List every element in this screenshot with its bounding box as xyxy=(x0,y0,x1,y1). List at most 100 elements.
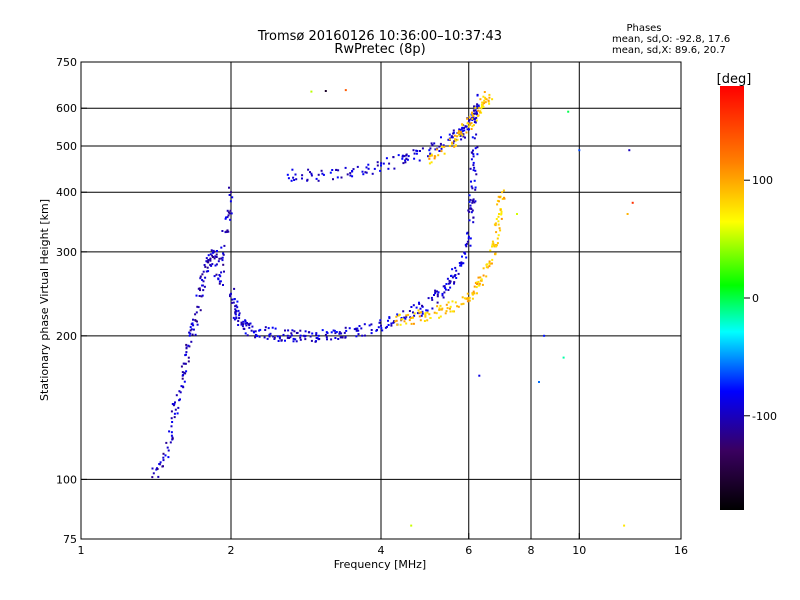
scatter-echo xyxy=(402,162,405,165)
scatter-echo xyxy=(268,335,271,338)
scatter-echo xyxy=(418,159,421,162)
colorbar-tick-label: 100 xyxy=(752,174,773,187)
scatter-echo xyxy=(209,259,212,262)
scatter-echo xyxy=(346,173,349,176)
data-point xyxy=(250,329,253,332)
data-point xyxy=(498,213,500,215)
scatter-echo xyxy=(461,124,464,127)
stats-header: Phases xyxy=(626,23,661,34)
scatter-echo xyxy=(384,326,387,329)
scatter-echo xyxy=(424,312,427,315)
scatter-echo xyxy=(465,297,468,300)
scatter-echo xyxy=(185,343,188,346)
scatter-echo xyxy=(195,294,198,297)
scatter-echo xyxy=(200,295,203,298)
scatter-echo xyxy=(258,329,261,332)
scatter-echo xyxy=(201,273,204,276)
scatter-echo xyxy=(242,327,245,330)
scatter-echo xyxy=(235,309,237,312)
scatter-echo xyxy=(387,167,390,170)
scatter-echo xyxy=(472,149,474,152)
y-tick-label: 75 xyxy=(63,533,77,546)
scatter-echo xyxy=(229,200,232,203)
scatter-echo xyxy=(197,306,200,309)
scatter-echo xyxy=(321,172,324,175)
scatter-echo xyxy=(468,128,470,131)
scatter-echo xyxy=(421,312,424,315)
scatter-echo xyxy=(500,213,503,216)
scatter-echo xyxy=(442,296,445,299)
scatter-echo xyxy=(460,264,463,267)
scatter-echo xyxy=(180,365,183,368)
scatter-echo xyxy=(419,150,421,152)
scatter-echo xyxy=(244,332,247,335)
scatter-echo xyxy=(291,329,294,332)
scatter-echo xyxy=(218,282,221,285)
scatter-echo xyxy=(162,456,165,459)
scatter-echo xyxy=(317,179,320,182)
scatter-echo xyxy=(472,221,475,224)
data-point xyxy=(478,374,481,377)
y-tick-label: 750 xyxy=(56,56,77,69)
scatter-echo xyxy=(468,119,470,122)
y-tick-label: 500 xyxy=(56,140,77,153)
scatter-echo xyxy=(454,301,457,304)
scatter-echo xyxy=(182,362,185,365)
scatter-echo xyxy=(236,306,239,309)
scatter-echo xyxy=(207,254,210,257)
scatter-echo xyxy=(363,323,366,326)
scatter-echo xyxy=(497,220,500,223)
scatter-echo xyxy=(364,171,367,174)
scatter-echo xyxy=(237,309,240,312)
data-point xyxy=(428,313,431,316)
scatter-echo xyxy=(278,336,281,339)
scatter-echo xyxy=(378,321,381,324)
scatter-echo xyxy=(464,243,467,246)
scatter-echo xyxy=(497,234,500,237)
scatter-echo xyxy=(379,319,382,322)
scatter-echo xyxy=(476,94,479,97)
scatter-echo xyxy=(460,138,463,141)
scatter-echo xyxy=(465,245,468,248)
scatter-echo xyxy=(233,287,236,290)
scatter-echo xyxy=(426,319,429,322)
scatter-echo xyxy=(484,96,487,99)
scatter-echo xyxy=(474,106,477,109)
scatter-echo xyxy=(221,230,224,232)
data-point xyxy=(623,524,626,527)
scatter-echo xyxy=(240,323,243,326)
scatter-echo xyxy=(475,116,478,119)
scatter-echo xyxy=(254,330,257,333)
scatter-echo xyxy=(451,268,454,271)
data-point xyxy=(626,213,629,215)
scatter-echo xyxy=(209,257,212,260)
data-point xyxy=(562,356,565,359)
scatter-echo xyxy=(468,296,471,299)
data-point xyxy=(152,472,155,475)
scatter-echo xyxy=(448,279,451,282)
scatter-echo xyxy=(398,313,401,316)
scatter-echo xyxy=(349,174,352,177)
scatter-echo xyxy=(433,142,436,145)
scatter-echo xyxy=(175,394,178,397)
scatter-echo xyxy=(216,250,218,252)
scatter-echo xyxy=(326,338,328,341)
scatter-echo xyxy=(304,330,307,333)
scatter-echo xyxy=(439,304,442,307)
scatter-echo xyxy=(477,114,479,117)
scatter-echo xyxy=(495,231,498,234)
scatter-echo xyxy=(390,324,393,327)
scatter-echo xyxy=(162,452,165,455)
scatter-echo xyxy=(188,331,191,334)
scatter-echo xyxy=(465,256,468,259)
scatter-echo xyxy=(480,107,483,110)
scatter-echo xyxy=(322,173,325,176)
scatter-echo xyxy=(405,322,408,325)
scatter-echo xyxy=(241,325,244,328)
scatter-echo xyxy=(320,169,323,172)
scatter-echo xyxy=(238,317,241,320)
scatter-echo xyxy=(225,216,227,219)
scatter-echo xyxy=(416,150,419,152)
scatter-echo xyxy=(211,251,214,254)
scatter-echo xyxy=(499,208,502,211)
